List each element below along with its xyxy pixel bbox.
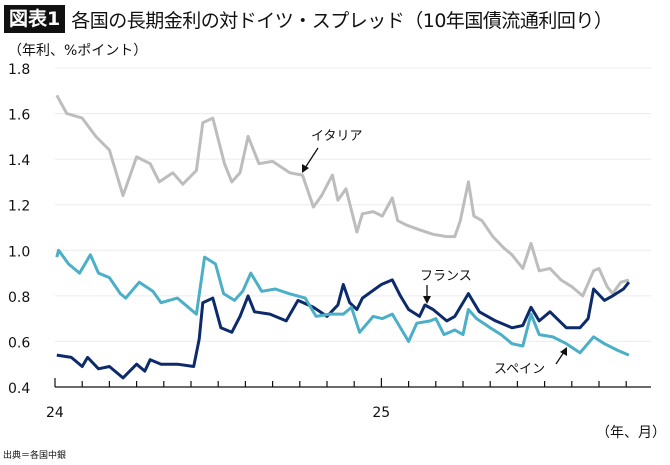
title-text: 各国の長期金利の対ドイツ・スプレッド（10年国債流通利回り） [71, 9, 613, 32]
x-tick-label: 24 [46, 405, 64, 421]
figure-number-badge: 図表1 [4, 5, 66, 33]
arrow-head-spain [560, 347, 567, 356]
y-tick-label: 1.2 [8, 199, 30, 215]
y-tick-label: 1.6 [8, 108, 30, 124]
series-line-1 [56, 278, 631, 380]
y-tick-label: 1.8 [8, 62, 30, 78]
x-tick-label: 25 [372, 405, 390, 421]
arrow-head-france [423, 296, 431, 304]
series-line-0 [55, 94, 630, 298]
source-note: 出典＝各国中銀 [3, 451, 67, 461]
arrow-italy [304, 147, 319, 169]
arrow-head-italy [302, 164, 309, 173]
label-spain: スペイン [494, 362, 545, 377]
label-italy: イタリア [311, 129, 362, 144]
y-tick-label: 0.6 [8, 335, 30, 351]
label-france: フランス [420, 269, 472, 284]
y-tick-label: 1.0 [8, 244, 30, 260]
series-line-2 [55, 248, 630, 357]
y-tick-label: 1.4 [8, 153, 30, 169]
chart-title: 図表1 各国の長期金利の対ドイツ・スプレッド（10年国債流通利回り） [4, 4, 613, 34]
arrow-spain [555, 351, 565, 365]
x-axis-label: （年、月） [596, 425, 666, 441]
y-axis-label: （年利、%ポイント） [8, 43, 148, 59]
y-tick-label: 0.8 [8, 290, 30, 306]
y-tick-label: 0.4 [8, 381, 30, 397]
